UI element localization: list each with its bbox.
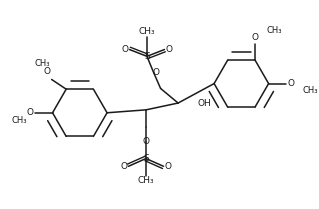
- Text: CH₃: CH₃: [138, 176, 154, 185]
- Text: O: O: [43, 67, 50, 76]
- Text: O: O: [287, 79, 294, 88]
- Text: O: O: [27, 108, 34, 117]
- Text: O: O: [143, 138, 150, 147]
- Text: O: O: [165, 162, 172, 171]
- Text: O: O: [121, 45, 128, 54]
- Text: OH: OH: [197, 98, 211, 108]
- Text: O: O: [152, 68, 159, 77]
- Text: CH₃: CH₃: [139, 28, 155, 37]
- Text: O: O: [166, 45, 173, 54]
- Text: CH₃: CH₃: [34, 59, 49, 68]
- Text: S: S: [144, 52, 150, 61]
- Text: CH₃: CH₃: [303, 86, 318, 95]
- Text: O: O: [120, 162, 127, 171]
- Text: O: O: [251, 33, 258, 42]
- Text: S: S: [143, 154, 149, 163]
- Text: CH₃: CH₃: [12, 116, 27, 125]
- Text: CH₃: CH₃: [267, 26, 282, 35]
